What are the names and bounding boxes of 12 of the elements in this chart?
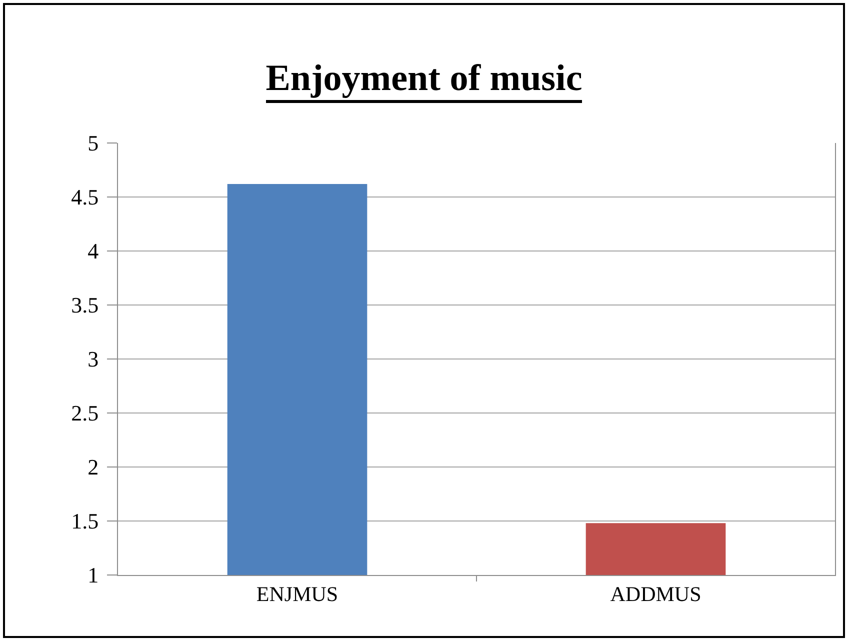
y-tick-label: 4.5 bbox=[71, 184, 99, 210]
y-tick-label: 5 bbox=[88, 130, 99, 156]
y-tick-label: 2 bbox=[88, 454, 99, 480]
y-tick-label: 4 bbox=[88, 238, 99, 264]
x-tick-label: ENJMUS bbox=[256, 582, 338, 606]
chart-title: Enjoyment of music bbox=[266, 58, 582, 99]
y-tick-label: 1.5 bbox=[71, 508, 99, 534]
y-tick-label: 2.5 bbox=[71, 400, 99, 426]
y-tick-label: 3.5 bbox=[71, 292, 99, 318]
y-tick-label: 3 bbox=[88, 346, 99, 372]
y-tick-label: 1 bbox=[88, 562, 99, 588]
x-tick-label: ADDMUS bbox=[610, 582, 702, 606]
